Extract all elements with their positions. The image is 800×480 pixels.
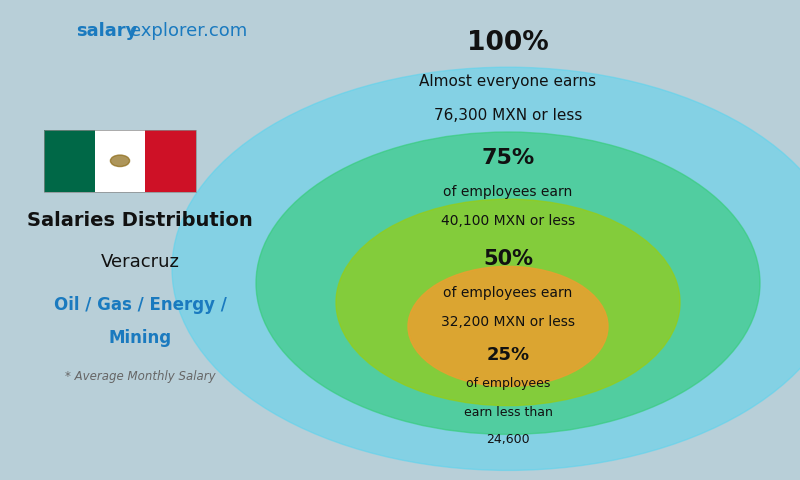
Text: Almost everyone earns: Almost everyone earns (419, 74, 597, 89)
Text: of employees earn: of employees earn (443, 286, 573, 300)
Text: 32,200 MXN or less: 32,200 MXN or less (441, 314, 575, 329)
Text: 76,300 MXN or less: 76,300 MXN or less (434, 108, 582, 123)
Text: 75%: 75% (482, 148, 534, 168)
Text: Mining: Mining (109, 329, 171, 348)
Text: earn less than: earn less than (463, 406, 553, 420)
Text: salary: salary (76, 22, 138, 40)
Text: of employees earn: of employees earn (443, 185, 573, 199)
Text: 25%: 25% (486, 346, 530, 364)
Text: of employees: of employees (466, 377, 550, 391)
Text: Veracruz: Veracruz (101, 252, 179, 271)
Circle shape (336, 199, 680, 406)
Circle shape (256, 132, 760, 434)
Text: 100%: 100% (467, 30, 549, 56)
Text: * Average Monthly Salary: * Average Monthly Salary (65, 370, 215, 384)
Circle shape (172, 67, 800, 470)
Text: Oil / Gas / Energy /: Oil / Gas / Energy / (54, 296, 226, 314)
Text: 40,100 MXN or less: 40,100 MXN or less (441, 214, 575, 228)
Text: 50%: 50% (483, 249, 533, 269)
Text: Salaries Distribution: Salaries Distribution (27, 211, 253, 230)
Circle shape (408, 266, 608, 386)
Text: 24,600: 24,600 (486, 432, 530, 446)
Text: explorer.com: explorer.com (130, 22, 248, 40)
